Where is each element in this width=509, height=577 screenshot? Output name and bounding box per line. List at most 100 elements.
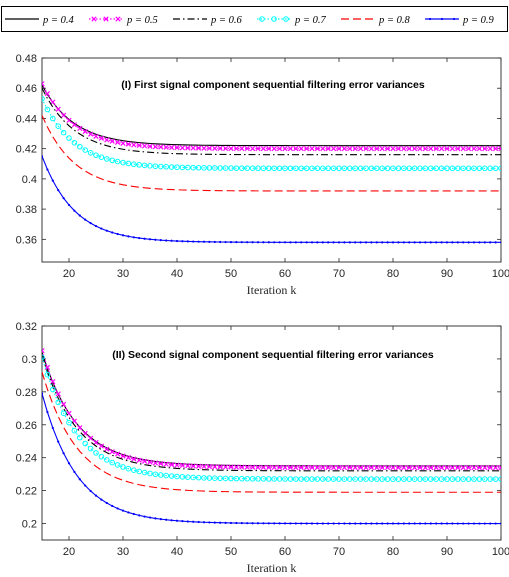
series-marker-1-5-23	[165, 518, 168, 521]
series-marker-0-3-62	[374, 165, 380, 172]
series-marker-1-5-56	[343, 522, 346, 525]
y-tick-label-0-0: 0.36	[16, 234, 37, 246]
series-marker-1-5-68	[408, 522, 411, 525]
series-marker-0-3-29	[195, 164, 202, 171]
series-marker-0-1-10	[93, 133, 99, 140]
series-marker-0-5-63	[381, 241, 384, 244]
series-marker-1-1-70	[417, 464, 423, 471]
series-marker-0-5-57	[348, 241, 351, 244]
series-marker-0-1-13	[109, 138, 115, 144]
series-marker-1-1-78	[460, 464, 466, 471]
series-marker-1-5-73	[435, 522, 438, 525]
series-marker-1-5-25	[175, 519, 179, 522]
series-marker-1-5-43	[273, 522, 276, 525]
series-marker-1-3-12	[104, 457, 110, 463]
series-marker-1-5-54	[332, 522, 335, 525]
series-marker-0-5-61	[370, 241, 373, 244]
series-marker-0-1-42	[266, 145, 272, 152]
legend-marker-1-0	[91, 16, 97, 22]
series-marker-1-5-22	[159, 518, 162, 521]
series-marker-1-5-52	[321, 522, 324, 525]
series-marker-0-5-7	[78, 214, 81, 217]
series-marker-0-1-49	[303, 146, 310, 152]
series-marker-1-1-59	[357, 464, 364, 471]
series-marker-0-3-28	[190, 164, 196, 171]
series-marker-1-3-80	[471, 476, 477, 482]
series-marker-1-1-71	[422, 464, 429, 471]
series-marker-0-1-84	[492, 146, 499, 152]
series-marker-1-3-21	[152, 471, 159, 478]
series-marker-1-5-16	[127, 511, 130, 514]
series-marker-1-3-83	[487, 476, 494, 482]
series-marker-0-5-65	[391, 241, 395, 244]
series-marker-0-1-83	[487, 146, 493, 152]
series-marker-1-3-54	[330, 476, 337, 482]
series-marker-1-5-7	[78, 478, 81, 481]
series-marker-0-1-47	[293, 146, 299, 152]
series-marker-0-5-68	[408, 241, 411, 244]
y-tick-label-0-2: 0.4	[22, 174, 37, 186]
series-marker-1-3-37	[239, 475, 245, 482]
series-marker-0-5-33	[219, 240, 222, 244]
series-marker-0-3-7	[77, 143, 83, 150]
series-marker-0-1-50	[309, 146, 315, 152]
series-marker-1-5-14	[116, 507, 119, 510]
series-marker-1-5-77	[456, 522, 459, 525]
series-marker-0-3-33	[217, 165, 223, 171]
series-marker-0-5-59	[359, 241, 362, 244]
series-marker-1-3-1	[44, 371, 51, 378]
series-marker-0-3-48	[298, 165, 305, 172]
series-marker-0-1-66	[395, 146, 402, 152]
series-marker-1-3-11	[98, 453, 105, 460]
series-marker-1-1-20	[147, 459, 153, 465]
series-marker-1-1-75	[444, 464, 450, 471]
series-marker-1-5-26	[181, 520, 184, 523]
series-marker-0-3-25	[174, 164, 180, 171]
series-marker-1-1-85	[498, 464, 501, 471]
series-marker-1-3-64	[384, 476, 391, 482]
series-marker-0-1-60	[363, 146, 369, 152]
series-marker-0-1-77	[455, 146, 461, 152]
series-marker-1-1-53	[325, 464, 331, 471]
series-marker-0-5-70	[418, 241, 422, 244]
series-marker-1-3-35	[228, 475, 234, 482]
series-marker-0-3-81	[476, 165, 483, 172]
series-marker-1-5-79	[467, 522, 470, 525]
series-marker-1-1-28	[190, 463, 196, 469]
series-marker-0-1-67	[401, 146, 407, 152]
plot-area-1	[41, 325, 502, 541]
series-marker-1-1-54	[330, 464, 337, 471]
series-marker-0-3-17	[131, 161, 137, 168]
panel-title-0: (I) First signal component sequential fi…	[121, 79, 425, 91]
series-marker-0-3-2	[50, 115, 56, 122]
series-marker-1-5-10	[94, 494, 98, 497]
series-marker-0-3-42	[266, 165, 272, 172]
series-marker-0-1-62	[374, 146, 380, 152]
series-marker-1-1-11	[98, 443, 105, 449]
series-marker-0-5-47	[294, 241, 297, 244]
series-marker-0-1-26	[179, 145, 186, 151]
series-marker-1-3-38	[244, 475, 250, 482]
series-marker-0-1-12	[104, 137, 110, 143]
legend-label-5: p = 0.9	[462, 15, 494, 26]
series-marker-0-3-31	[206, 165, 213, 171]
series-marker-0-3-74	[438, 165, 445, 172]
x-tick-label-0-7: 90	[441, 268, 453, 280]
y-tick-label-1-0: 0.2	[22, 519, 37, 531]
series-marker-1-3-14	[114, 462, 121, 468]
series-marker-0-5-78	[462, 241, 465, 244]
series-marker-1-1-74	[438, 464, 445, 471]
series-marker-1-3-65	[390, 476, 396, 482]
series-marker-0-1-28	[190, 145, 196, 151]
series-marker-1-1-63	[379, 464, 385, 471]
series-marker-1-3-36	[233, 475, 240, 482]
series-marker-1-3-41	[260, 476, 267, 482]
y-tick-label-1-4: 0.28	[16, 387, 37, 399]
series-marker-1-3-61	[368, 476, 375, 482]
series-marker-1-5-19	[143, 515, 146, 518]
series-marker-0-3-55	[336, 165, 342, 172]
series-marker-1-3-81	[476, 476, 483, 482]
series-marker-1-3-75	[444, 476, 450, 482]
series-marker-0-3-54	[330, 165, 337, 172]
series-marker-0-1-27	[185, 145, 191, 151]
